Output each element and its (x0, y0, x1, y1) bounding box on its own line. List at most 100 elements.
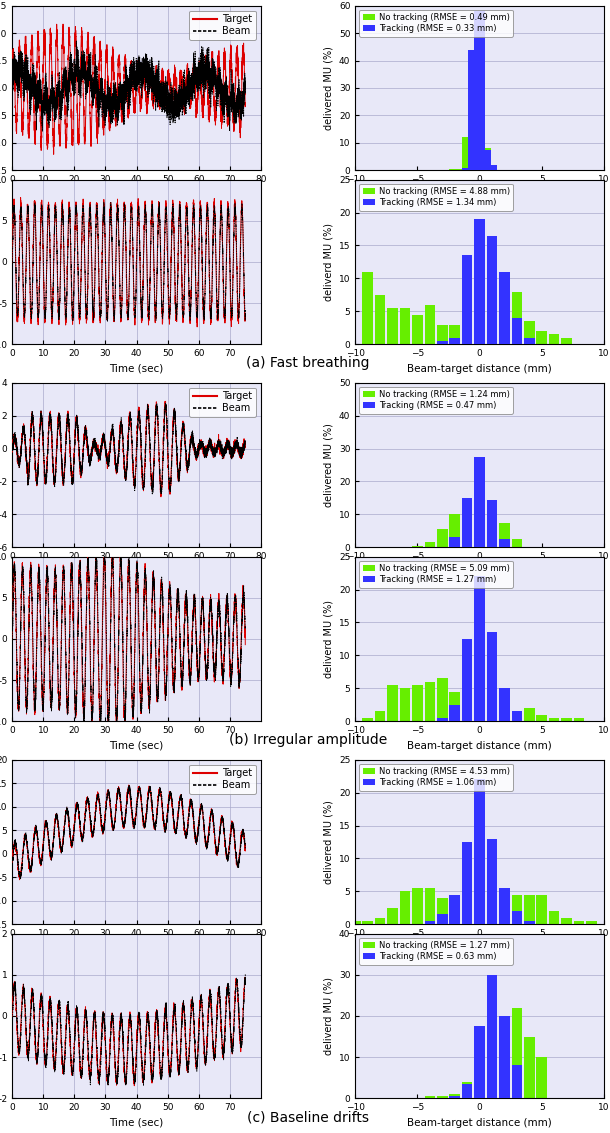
Beam (107, 102, 114, 116)
Bar (475, 780, 485, 925)
Target (178, 428, 185, 442)
Bar (375, 712, 386, 722)
Target (223, 595, 231, 608)
Bar (450, 895, 460, 925)
Bar (375, 295, 386, 344)
Bar (362, 718, 373, 722)
Beam (178, 1025, 185, 1039)
Bar (462, 1082, 473, 1098)
Bar (499, 888, 510, 925)
Bar (462, 842, 473, 925)
Bar (487, 632, 497, 722)
Target (178, 670, 185, 683)
Bar (462, 514, 473, 547)
Bar (387, 308, 398, 344)
Bar (437, 679, 448, 722)
Bar (512, 318, 522, 344)
Beam (235, 97, 242, 111)
Target (120, 820, 127, 834)
Bar (400, 308, 411, 344)
Bar (512, 712, 522, 722)
Text: (c) Baseline drifts: (c) Baseline drifts (247, 1110, 369, 1124)
Target (242, 440, 249, 453)
Target (223, 436, 231, 450)
Bar (400, 689, 411, 722)
Bar (412, 315, 423, 344)
Beam (223, 851, 231, 864)
Legend: No tracking (RMSE = 4.53 mm), Tracking (RMSE = 1.06 mm): No tracking (RMSE = 4.53 mm), Tracking (… (359, 764, 513, 791)
Bar (412, 888, 423, 925)
Target (120, 651, 127, 665)
Beam (178, 259, 185, 273)
Bar (499, 1016, 510, 1098)
Bar (400, 892, 411, 925)
Line: Target: Target (12, 401, 245, 496)
Bar (487, 169, 497, 170)
Target (120, 436, 127, 450)
Target (16, 872, 23, 886)
Bar (549, 911, 559, 925)
Beam (113, 722, 120, 735)
Target (234, 996, 242, 1010)
Bar (475, 1026, 485, 1098)
Bar (437, 914, 448, 925)
Target (9, 632, 16, 646)
Bar (425, 543, 435, 547)
Target (242, 844, 249, 858)
Beam (107, 795, 114, 809)
Legend: No tracking (RMSE = 0.49 mm), Tracking (RMSE = 0.33 mm): No tracking (RMSE = 0.49 mm), Tracking (… (359, 10, 513, 36)
Bar (475, 322, 485, 344)
Bar (475, 137, 485, 170)
Beam (109, 105, 116, 119)
Legend: No tracking (RMSE = 4.88 mm), Tracking (RMSE = 1.34 mm): No tracking (RMSE = 4.88 mm), Tracking (… (359, 184, 513, 211)
Beam (223, 437, 231, 451)
Target (235, 855, 242, 869)
Beam (120, 249, 127, 263)
Beam (178, 90, 185, 103)
Target (242, 971, 249, 985)
Legend: Target, Beam: Target, Beam (189, 387, 256, 417)
Bar (512, 539, 522, 547)
Beam (107, 212, 114, 225)
Target (223, 988, 230, 1002)
Beam (242, 77, 249, 91)
Beam (9, 862, 16, 876)
Bar (487, 318, 497, 344)
Target (162, 394, 169, 408)
Bar (437, 324, 448, 344)
Beam (235, 860, 242, 874)
Target (107, 102, 114, 116)
Bar (487, 701, 497, 722)
Target (120, 96, 127, 110)
Bar (499, 272, 510, 344)
Bar (450, 514, 460, 547)
Beam (120, 817, 127, 830)
Target (121, 718, 129, 732)
Beam (73, 34, 80, 48)
Bar (437, 718, 448, 722)
Bar (462, 689, 473, 722)
Beam (120, 109, 127, 122)
Beam (109, 815, 116, 828)
Bar (462, 255, 473, 344)
Beam (109, 428, 116, 442)
Bar (549, 718, 559, 722)
Beam (104, 314, 111, 327)
Bar (512, 1007, 522, 1098)
Beam (109, 1012, 116, 1025)
Bar (499, 318, 510, 344)
Bar (574, 921, 584, 925)
Target (107, 443, 114, 457)
Legend: No tracking (RMSE = 1.24 mm), Tracking (RMSE = 0.47 mm): No tracking (RMSE = 1.24 mm), Tracking (… (359, 386, 513, 414)
Y-axis label: delivered MU (%): delivered MU (%) (323, 800, 334, 884)
Target (9, 1010, 16, 1023)
Target (109, 1006, 116, 1020)
Target (178, 793, 185, 807)
Bar (425, 1097, 435, 1098)
Target (242, 638, 249, 651)
Line: Beam: Beam (12, 973, 245, 1085)
Beam (235, 659, 242, 673)
Bar (499, 705, 510, 722)
Bar (499, 689, 510, 722)
Bar (468, 84, 479, 170)
